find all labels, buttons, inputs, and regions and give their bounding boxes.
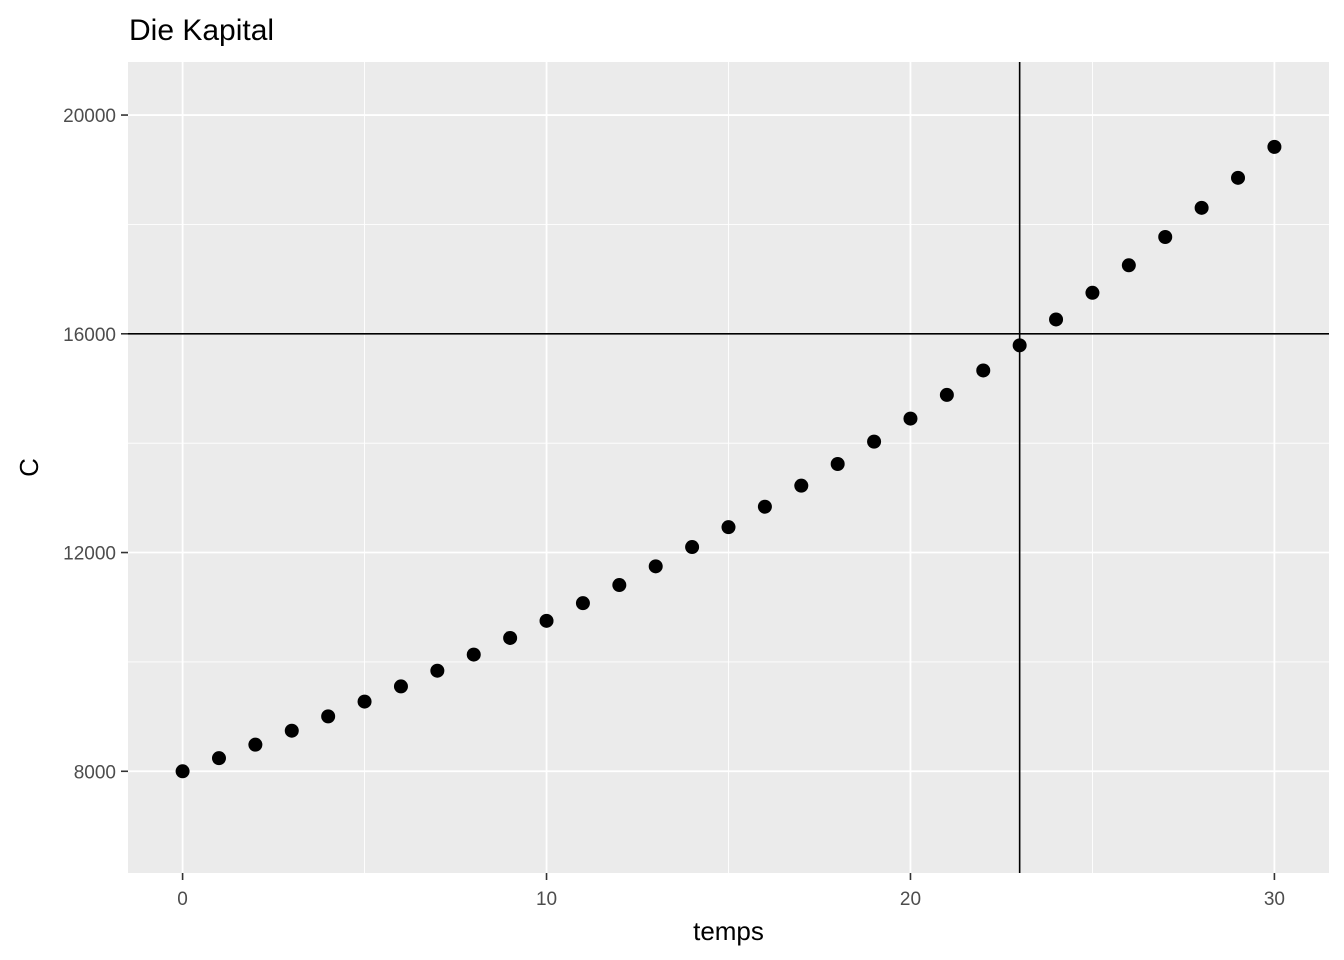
data-point [685,540,700,555]
x-tick-label: 30 [1264,889,1285,910]
data-point [903,411,918,426]
chart-title: Die Kapital [129,14,274,47]
data-point [466,647,481,662]
y-axis-title: C [14,458,44,477]
data-point [1012,338,1027,353]
data-point [867,434,882,449]
data-point [1267,139,1282,154]
reference-lines [128,62,1329,873]
data-point [794,478,809,493]
data-points [175,139,1282,779]
x-tick-label: 20 [900,889,921,910]
grid-minor [128,62,1329,873]
x-axis-title: temps [693,916,764,946]
y-tick-label: 20000 [63,106,116,127]
data-point [1158,229,1173,244]
data-point [1231,170,1246,185]
y-tick-label: 8000 [74,762,116,783]
data-point [1194,200,1209,215]
data-point [1085,285,1100,300]
data-point [248,737,263,752]
y-tick-label: 16000 [63,325,116,346]
data-point [175,764,190,779]
data-point [1049,312,1064,327]
data-point [430,663,445,678]
data-point [539,613,554,628]
data-point [612,578,627,593]
x-tick-label: 10 [536,889,557,910]
data-point [721,520,736,535]
y-tick-label: 12000 [63,544,116,565]
data-point [393,679,408,694]
data-point [503,630,518,645]
data-point [757,499,772,514]
data-point [211,751,226,766]
data-point [830,457,845,472]
data-point [976,363,991,378]
y-axis: 8000 12000 16000 20000 [63,106,128,783]
data-point [357,694,372,709]
data-point [575,596,590,611]
data-point [284,723,299,738]
data-point [321,709,336,724]
data-point [1121,258,1136,273]
x-axis: 0 10 20 30 [177,873,1285,910]
grid-major [128,62,1329,873]
data-point [648,559,663,574]
x-tick-label: 0 [177,889,188,910]
data-point [939,387,954,402]
